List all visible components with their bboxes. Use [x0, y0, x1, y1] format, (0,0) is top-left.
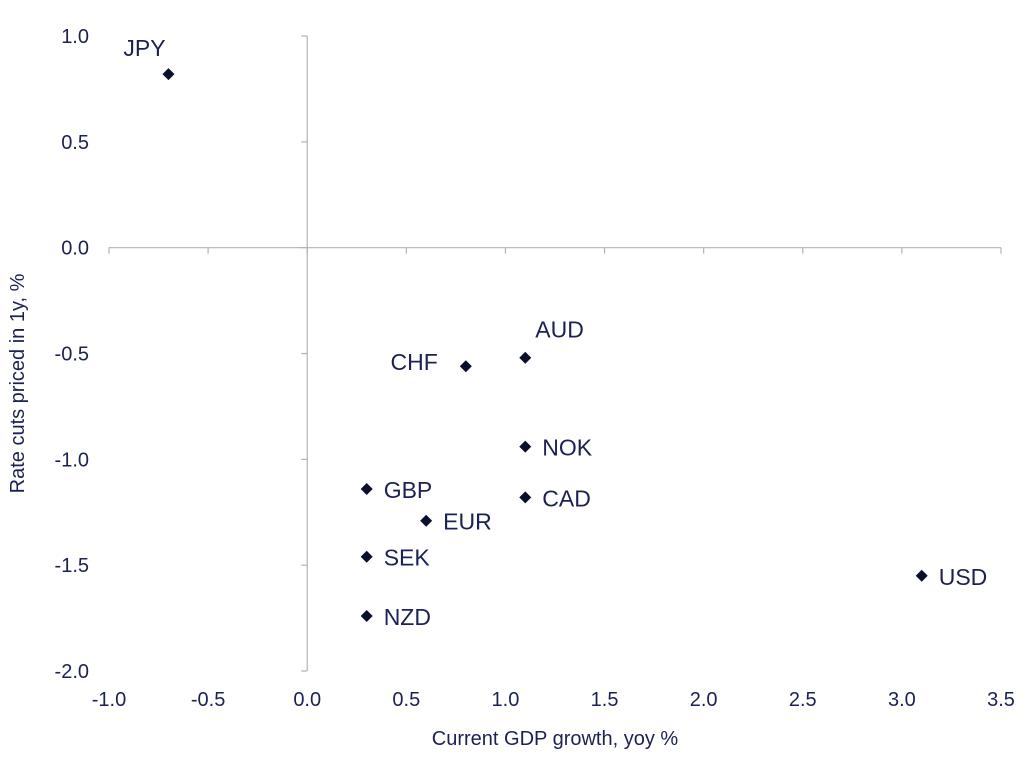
data-point-marker [162, 68, 175, 81]
data-point-label: GBP [384, 477, 433, 503]
y-tick-label: 1.0 [61, 26, 89, 48]
x-tick-label: -0.5 [191, 689, 225, 711]
data-point-marker [915, 569, 928, 582]
data-point-label: USD [939, 564, 988, 590]
axes [109, 36, 1001, 671]
data-point-label: SEK [384, 545, 431, 571]
data-point-marker [360, 550, 373, 563]
data-point-marker [519, 351, 532, 364]
y-axis-ticks: 1.0 0.5 0.0 -0.5 -1.0 -1.5 -2.0 [55, 26, 308, 683]
x-tick-label: 1.5 [591, 689, 619, 711]
data-point-label: CHF [391, 349, 438, 375]
y-tick-label: 0.0 [61, 238, 89, 260]
y-tick-label: -1.0 [55, 449, 89, 471]
x-axis-title: Current GDP growth, yoy % [432, 728, 679, 750]
y-tick-label: -1.5 [55, 555, 89, 577]
data-point-marker [459, 360, 472, 373]
y-tick-label: -2.0 [55, 661, 89, 683]
x-tick-label: 2.5 [789, 689, 817, 711]
x-tick-label: 1.0 [492, 689, 520, 711]
data-point-label: EUR [443, 509, 492, 535]
data-point-label: NOK [542, 435, 593, 461]
data-points: JPY AUD CHF NOK GBP CAD EUR SEK USD NZD [123, 35, 987, 630]
data-point-marker [360, 609, 373, 622]
x-tick-label: 0.0 [293, 689, 321, 711]
data-point-label: NZD [384, 604, 431, 630]
x-tick-label: 0.5 [392, 689, 420, 711]
x-tick-label: 3.0 [888, 689, 916, 711]
data-point-marker [420, 514, 433, 527]
x-tick-label: -1.0 [92, 689, 126, 711]
data-point-marker [519, 491, 532, 504]
data-point-label: JPY [123, 35, 165, 61]
data-point-label: CAD [542, 485, 591, 511]
y-tick-label: 0.5 [61, 132, 89, 154]
data-point-marker [360, 482, 373, 495]
y-axis-title: Rate cuts priced in 1y, % [7, 273, 29, 493]
x-axis-ticks: -1.0 -0.5 0.0 0.5 1.0 1.5 2.0 2.5 3.0 3.5 [92, 247, 1015, 711]
y-tick-label: -0.5 [55, 344, 89, 366]
data-point-label: AUD [535, 317, 584, 343]
x-tick-label: 2.0 [690, 689, 718, 711]
data-point-marker [519, 440, 532, 453]
x-tick-label: 3.5 [987, 689, 1015, 711]
